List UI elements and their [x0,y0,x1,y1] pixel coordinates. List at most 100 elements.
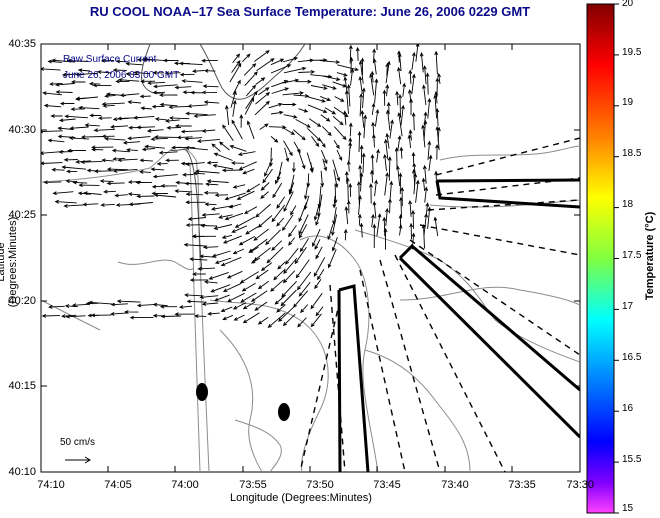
colorbar-tick-label: 18 [622,199,634,210]
current-vector [153,135,178,140]
current-vector [255,203,271,218]
current-vector [78,105,100,110]
current-vector [232,184,246,189]
current-vector [229,145,247,152]
scale-label: 50 cm/s [60,437,96,448]
current-vector [296,79,312,84]
current-vector [103,189,116,194]
current-vector [421,124,426,148]
colorbar [586,3,615,514]
current-vector [159,93,178,98]
legend-line-1: Raw Surface Current [63,54,157,65]
current-vector [122,140,141,145]
x-tick-label: 73:30 [566,479,594,491]
current-vector [408,69,413,84]
current-vector [159,304,178,309]
current-vector [413,172,418,195]
current-vector [85,301,99,306]
current-vector [270,64,292,74]
current-vector [101,158,114,163]
current-vector [283,140,293,157]
current-vector [276,196,286,209]
current-vector [334,96,345,102]
current-vector [308,118,322,127]
current-vector [266,246,284,264]
current-vector [399,146,404,159]
current-vector [100,58,115,63]
current-vector [139,158,154,163]
current-vector [84,123,100,128]
current-vector [295,259,310,279]
current-vector [83,191,102,196]
current-vector [246,183,261,193]
current-vector [332,159,341,182]
current-vector [358,194,362,215]
current-vector [63,204,86,208]
current-vector [101,102,125,106]
current-vector [258,87,270,96]
current-vector [115,59,128,64]
current-vector [271,87,290,94]
current-vector [357,131,362,153]
current-vector [203,280,218,284]
current-vector [282,270,296,284]
current-vector [110,124,129,129]
current-vector [114,193,128,198]
current-vector [201,129,216,133]
radar-beams [337,178,580,472]
current-vector [190,90,203,95]
current-vector [152,174,178,179]
current-vector [125,72,139,76]
current-vector [297,148,306,170]
current-vector [348,141,353,162]
current-vector [283,127,296,135]
current-vector [288,225,297,238]
current-vector [192,272,206,277]
current-vector [234,216,256,228]
current-vector [96,70,112,74]
current-vector [254,100,270,116]
current-vector [376,213,382,236]
current-vector [72,180,88,185]
current-vector [333,139,340,150]
map-marker-west [196,383,208,401]
current-vector [176,135,193,140]
current-vector [43,103,62,108]
current-vector [259,123,269,130]
current-vector [41,129,63,134]
current-vector [310,85,328,90]
current-vector [300,304,309,314]
current-vector [280,289,297,307]
current-vector [317,269,325,281]
current-vector [387,156,392,181]
current-vector [371,133,376,148]
plot-area [40,43,581,473]
current-vector [331,237,338,252]
current-vector [52,191,74,196]
current-vector [65,314,86,319]
current-vector [385,83,390,97]
current-vector [246,120,255,139]
current-vector [348,183,353,197]
current-vector [174,85,192,90]
current-vector [180,129,205,134]
current-vector [320,114,331,122]
x-tick-label: 74:00 [171,479,199,491]
current-vector [310,293,323,310]
current-vector [359,172,364,192]
current-vector [226,270,243,279]
current-vector [152,90,165,95]
current-vector [48,305,65,309]
current-vector [185,192,203,197]
current-vector [350,68,355,86]
current-vector [125,61,143,66]
current-vector [257,316,269,325]
current-vector [111,148,130,153]
current-vector [140,79,156,84]
current-vector [298,108,309,113]
current-vector [193,114,216,118]
colorbar-tick-label: 15.5 [622,454,642,465]
current-vector [276,217,285,227]
current-vector [210,205,234,211]
current-vector [201,213,220,217]
